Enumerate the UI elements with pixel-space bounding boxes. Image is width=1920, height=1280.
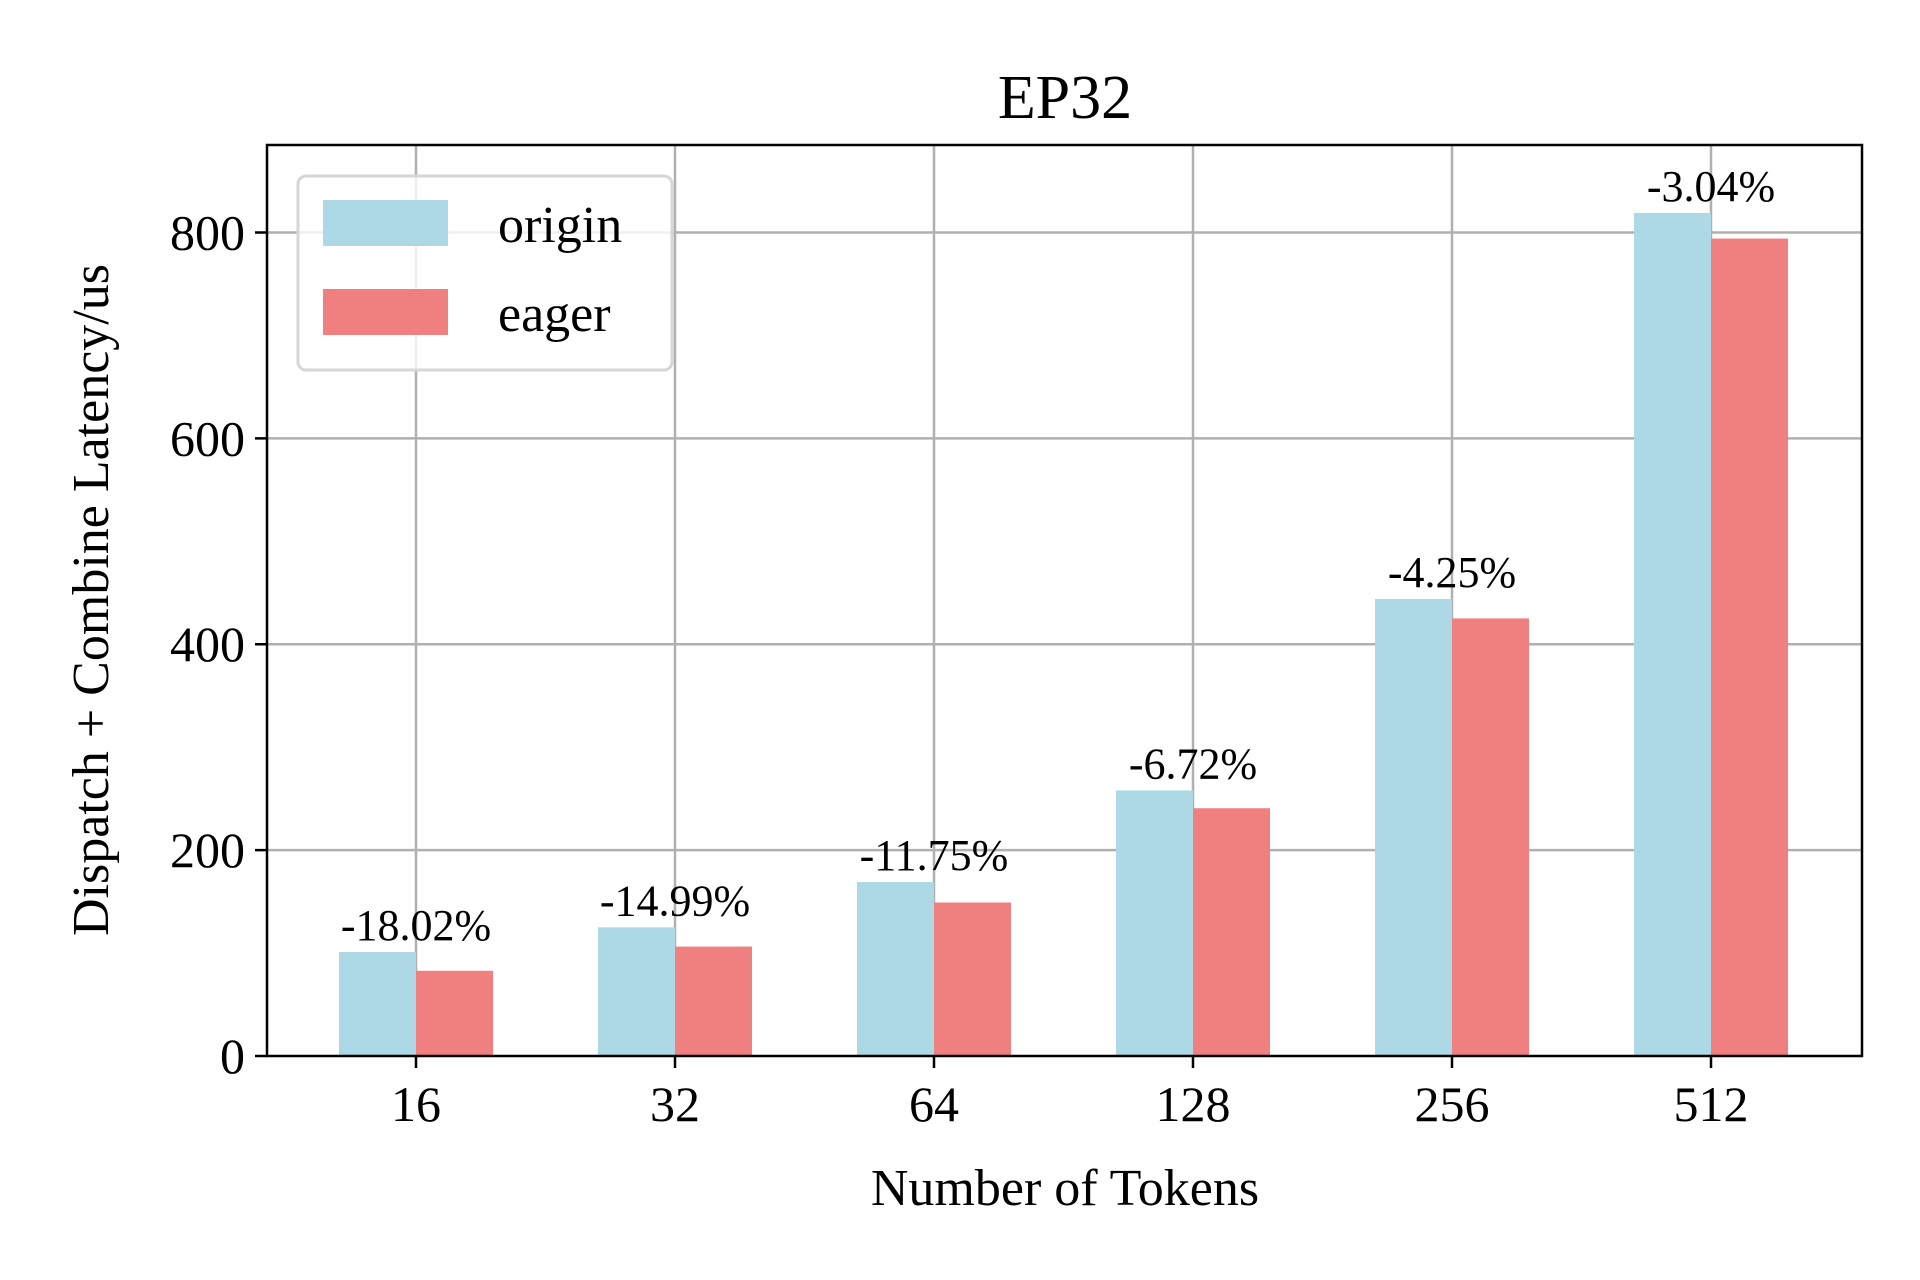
bar-eager-128 — [1193, 808, 1270, 1056]
x-tick-label: 256 — [1415, 1076, 1490, 1132]
bar-origin-64 — [857, 882, 934, 1056]
x-tick-label: 128 — [1156, 1076, 1231, 1132]
legend: origin eager — [296, 174, 674, 372]
plot-frame — [265, 143, 1864, 1058]
bar-origin-512 — [1634, 212, 1711, 1057]
data-label-16: -18.02% — [341, 901, 491, 950]
y-tick-label: 200 — [170, 822, 245, 878]
x-tick-label: 32 — [650, 1076, 700, 1132]
y-axis-label: Dispatch + Combine Latency/us — [63, 264, 120, 936]
data-label-512: -3.04% — [1647, 162, 1775, 211]
y-tick-label: 400 — [170, 616, 245, 672]
ticks: 0 200 400 600 800 16 32 64 128 256 512 — [170, 204, 1749, 1132]
bar-eager-32 — [675, 946, 752, 1056]
bar-eager-16 — [416, 970, 493, 1056]
y-tick-label: 0 — [220, 1028, 245, 1084]
data-label-32: -14.99% — [600, 876, 750, 925]
y-tick-label: 600 — [170, 410, 245, 466]
bar-eager-64 — [934, 902, 1011, 1056]
y-tick-label: 800 — [170, 204, 245, 260]
bar-origin-128 — [1116, 790, 1193, 1056]
bar-origin-32 — [598, 927, 675, 1056]
x-tick-label: 64 — [909, 1076, 959, 1132]
bar-eager-256 — [1452, 618, 1529, 1056]
data-label-256: -4.25% — [1388, 548, 1516, 597]
x-tick-label: 512 — [1674, 1076, 1749, 1132]
data-label-128: -6.72% — [1129, 739, 1257, 788]
legend-swatch-origin — [323, 200, 448, 246]
bar-origin-16 — [339, 952, 416, 1056]
legend-swatch-eager — [323, 289, 448, 335]
data-label-64: -11.75% — [860, 831, 1009, 880]
x-axis-label: Number of Tokens — [871, 1160, 1259, 1217]
legend-label-eager: eager — [498, 286, 611, 343]
bars — [339, 212, 1788, 1057]
x-tick-label: 16 — [391, 1076, 441, 1132]
bar-eager-512 — [1711, 238, 1788, 1057]
legend-label-origin: origin — [498, 197, 622, 254]
data-labels: -18.02% -14.99% -11.75% -6.72% -4.25% -3.04% — [341, 162, 1775, 950]
chart-title: EP32 — [998, 64, 1132, 132]
bar-origin-256 — [1375, 598, 1452, 1056]
